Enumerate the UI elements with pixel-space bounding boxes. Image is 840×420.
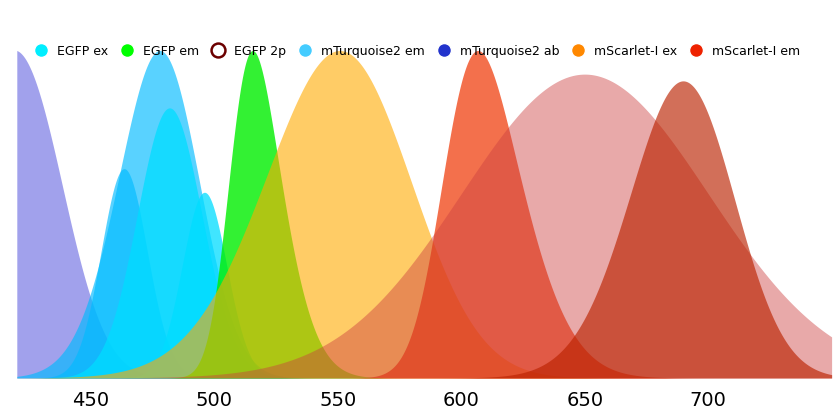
Legend: EGFP ex, EGFP em, EGFP 2p, mTurquoise2 em, mTurquoise2 ab, mScarlet-I ex, mScarl: EGFP ex, EGFP em, EGFP 2p, mTurquoise2 e… xyxy=(23,40,806,63)
